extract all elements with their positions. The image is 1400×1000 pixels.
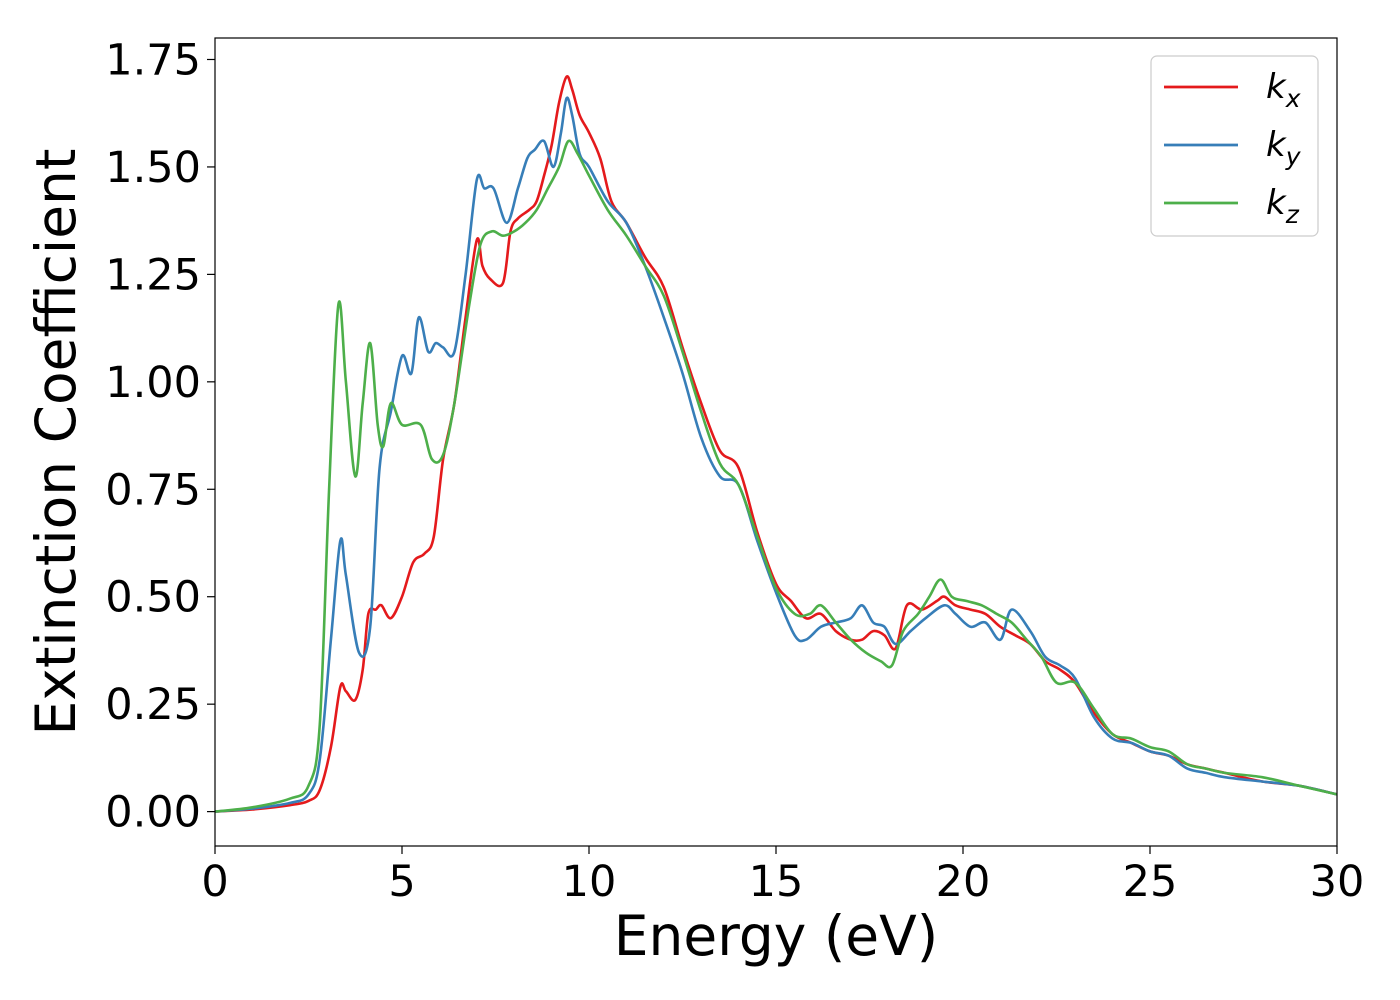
y-tick-label: 1.00	[105, 358, 201, 408]
y-tick-label: 1.25	[105, 250, 201, 300]
legend-label-kx: kx	[1266, 67, 1301, 113]
y-tick-label: 0.50	[105, 573, 201, 623]
y-axis: 0.00 0.25 0.50 0.75 1.00 1.25 1.50 1.75	[105, 35, 215, 838]
legend: kx ky kz	[1150, 55, 1319, 237]
series-layer	[215, 75, 1337, 813]
x-tick-label: 5	[388, 857, 415, 907]
y-tick-label: 1.50	[105, 143, 201, 193]
x-axis: 0 5 10 15 20 25 30	[201, 846, 1364, 907]
x-tick-label: 25	[1123, 857, 1178, 907]
x-tick-label: 15	[749, 857, 804, 907]
series-line-kz	[215, 139, 1337, 813]
x-tick-label: 20	[936, 857, 991, 907]
x-tick-label: 0	[201, 857, 228, 907]
x-tick-label: 30	[1310, 857, 1365, 907]
legend-label-kz: kz	[1266, 183, 1300, 229]
y-tick-label: 0.00	[105, 788, 201, 838]
legend-label-ky: ky	[1266, 125, 1302, 171]
x-axis-title: Energy (eV)	[614, 904, 938, 968]
x-tick-label: 10	[562, 857, 617, 907]
y-tick-label: 0.25	[105, 680, 201, 730]
series-line-ky	[215, 96, 1337, 813]
y-tick-label: 1.75	[105, 35, 201, 85]
y-axis-title: Extinction Coefficient	[24, 149, 88, 736]
y-tick-label: 0.75	[105, 465, 201, 515]
